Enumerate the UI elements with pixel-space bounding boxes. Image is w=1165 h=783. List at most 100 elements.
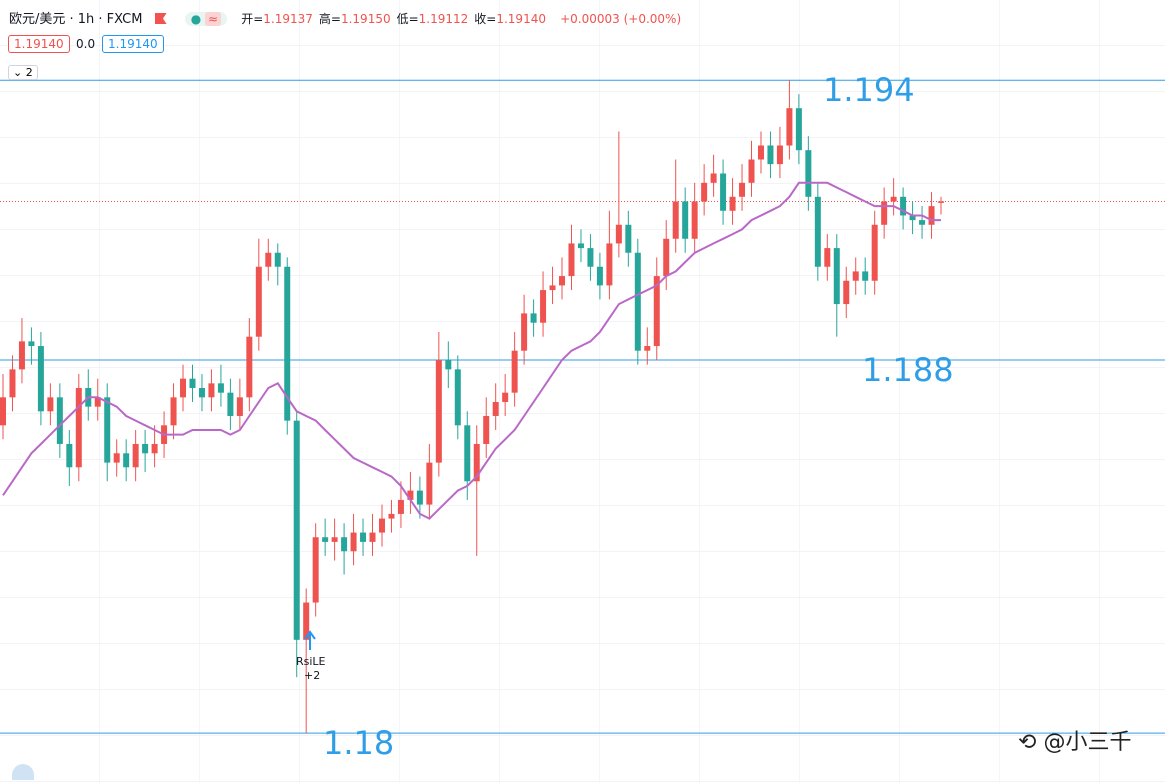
candle-body [644, 346, 651, 351]
candle-body [663, 238, 670, 277]
candle-body [464, 425, 471, 482]
candle-body [426, 462, 433, 505]
candle-body [56, 397, 63, 444]
candle-body [938, 201, 944, 203]
candle-body [568, 243, 575, 277]
candle-body [795, 108, 802, 151]
candle-body [322, 537, 329, 542]
candle-body [587, 248, 594, 267]
candle-body [757, 145, 764, 160]
candle-body [900, 196, 907, 216]
watermark-text: @小三千 [1043, 730, 1132, 755]
candle-body [739, 182, 746, 197]
candle-body [559, 276, 566, 286]
candle-body [634, 252, 641, 351]
candle-body [767, 145, 774, 165]
candle-body [312, 537, 319, 603]
symbol[interactable]: 欧元/美元 · 1h · FXCM [9, 12, 143, 27]
candle-body [104, 397, 111, 463]
flag-icon[interactable] [154, 13, 167, 24]
candle-body [710, 173, 717, 183]
candle-body [180, 378, 187, 398]
candle-body [369, 532, 376, 542]
candle-body [303, 602, 310, 640]
candle-body [378, 518, 385, 533]
candle-body [341, 537, 348, 552]
candle-body [0, 397, 6, 426]
candle-body [691, 201, 698, 239]
candle-body [473, 443, 480, 482]
change: +0.00003 (+0.00%) [560, 12, 682, 26]
collapsed-count: 2 [25, 66, 33, 79]
spread: 0.0 [76, 37, 96, 51]
candle-body [549, 285, 556, 291]
candle-body [388, 513, 395, 519]
candle-body [530, 313, 537, 323]
candle-body [227, 392, 234, 416]
candle-body [360, 532, 367, 542]
level-label: 1.188 [862, 351, 954, 389]
candle-body [852, 271, 859, 281]
candle-body [170, 397, 177, 426]
collapse-toggle[interactable]: ⌄ 2 [8, 65, 38, 80]
candle-body [132, 443, 139, 468]
candle-body [928, 206, 935, 225]
candle-body [511, 350, 518, 393]
candle-body [151, 443, 158, 454]
candle-body [540, 290, 547, 323]
candle-body [672, 201, 679, 239]
candle-body [28, 341, 35, 347]
candle-body [435, 360, 442, 463]
status-pill[interactable]: ● ≈ [184, 12, 228, 26]
candle-body [483, 415, 490, 444]
candle-body [123, 453, 130, 468]
candle-body [350, 532, 357, 552]
candle-body [9, 369, 16, 398]
logo[interactable] [12, 764, 34, 780]
ohlc-value: 1.19112 [418, 12, 469, 26]
candle-body [720, 173, 727, 211]
candle-body [454, 369, 461, 426]
candle-body [265, 252, 272, 267]
candle-body [729, 196, 736, 211]
candle-body [331, 537, 338, 542]
candle-body [208, 383, 215, 398]
candle-body [596, 266, 603, 286]
candle-body [748, 159, 755, 183]
candle-body [890, 196, 897, 202]
candle-body [189, 378, 196, 389]
candle-body [615, 224, 622, 244]
candle-body [94, 397, 101, 407]
candle-body [445, 360, 452, 370]
candle-body [805, 150, 812, 197]
candle-body [502, 392, 509, 402]
candle-body [397, 499, 404, 514]
candle-body [606, 243, 613, 286]
candle-body [625, 224, 632, 253]
ohlc-value: 1.19137 [263, 12, 313, 26]
candle-body [786, 108, 793, 146]
candle-body [66, 443, 73, 468]
candle-body [881, 201, 888, 225]
candle-body [682, 201, 689, 239]
candle-body [919, 220, 926, 225]
candle-body [776, 145, 783, 165]
bid-box[interactable]: 1.19140 [8, 35, 70, 53]
candle-body [862, 271, 869, 281]
candle-body [217, 383, 224, 393]
candle-body [577, 243, 584, 249]
candle-body [246, 336, 253, 398]
watermark: ⟲ @小三千 [1018, 730, 1132, 755]
candle-body [198, 388, 205, 398]
candle-body [843, 280, 850, 305]
candle-body [284, 266, 291, 421]
ohlc-value: 1.19140 [496, 12, 546, 26]
signal-size: +2 [304, 669, 320, 682]
candle-body [47, 397, 54, 412]
ask-box[interactable]: 1.19140 [102, 35, 164, 53]
candle-body [492, 401, 499, 416]
candle-body [236, 397, 243, 416]
candle-body [416, 490, 423, 505]
